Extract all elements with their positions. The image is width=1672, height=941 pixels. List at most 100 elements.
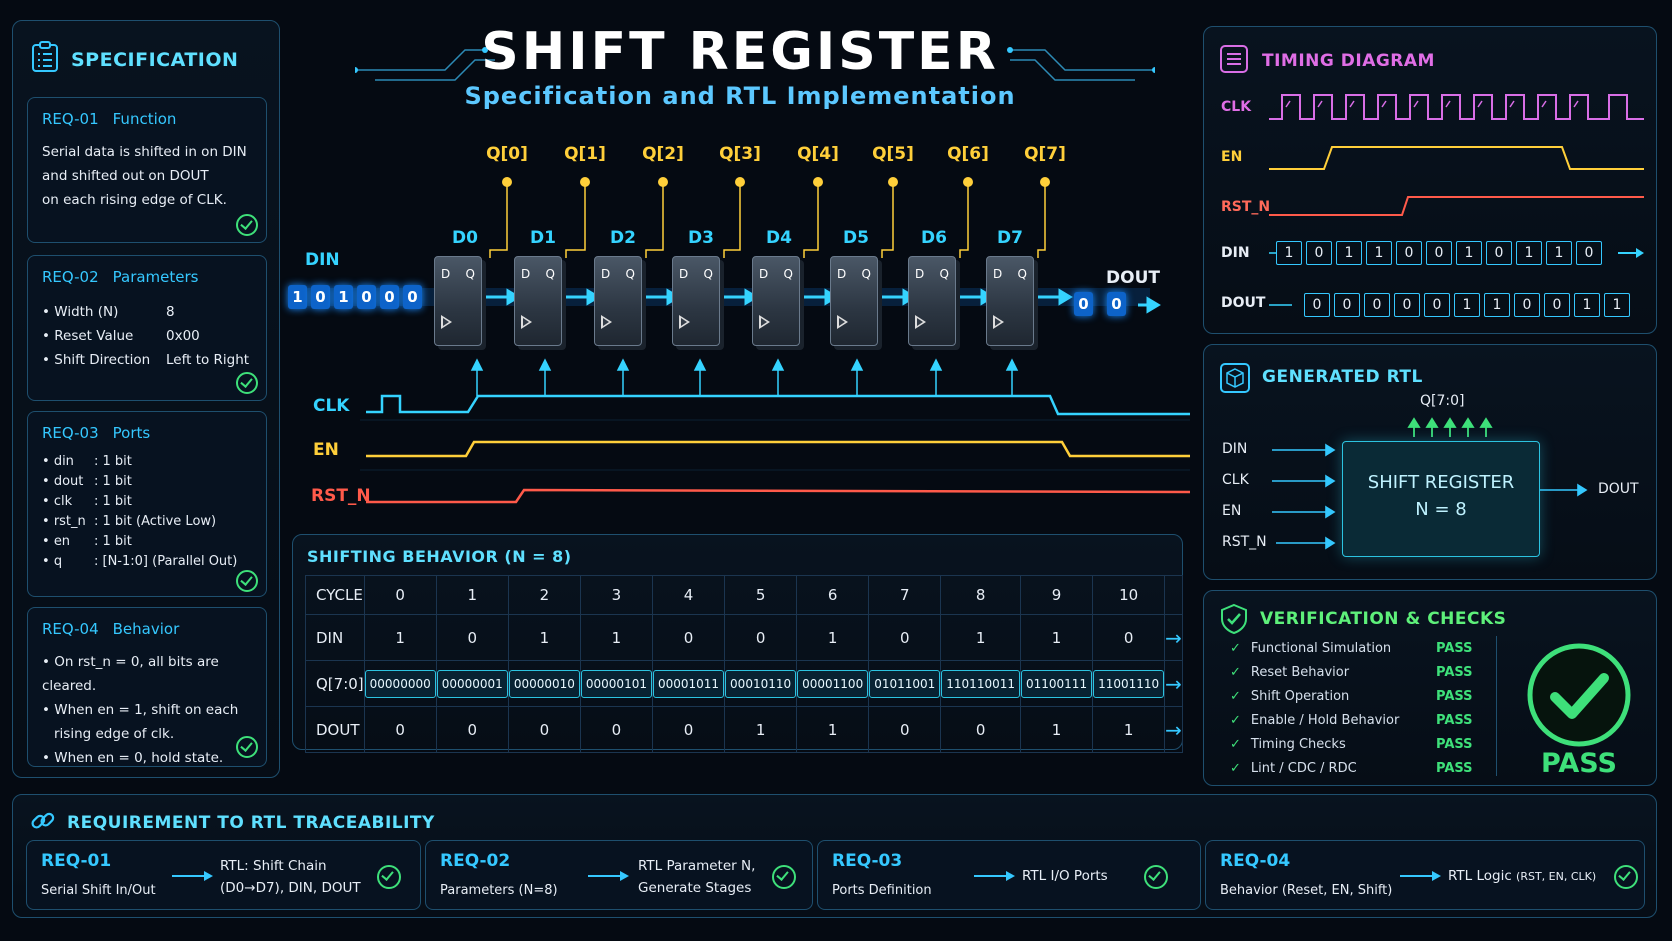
check-status: PASS [1436, 665, 1473, 680]
pass-badge-label: PASS [1541, 748, 1617, 779]
d0-label: D0 [452, 228, 478, 248]
d3-label: D3 [688, 228, 714, 248]
cube-icon [1220, 363, 1250, 393]
trace-item-req-03: REQ-03 Ports Definition RTL I/O Ports [817, 840, 1201, 910]
arrow-right-icon [974, 871, 1015, 881]
d7-label: D7 [997, 228, 1023, 248]
check-icon [236, 214, 258, 236]
din-bit: 0 [403, 285, 422, 309]
q4-label: Q[4] [797, 144, 839, 164]
din-bit: 1 [334, 285, 353, 309]
clk-label: CLK [313, 396, 350, 416]
req-04-name: Behavior [112, 620, 180, 638]
check-icon [772, 865, 796, 889]
clock-triangle-icon [759, 315, 770, 329]
d2-label: D2 [610, 228, 636, 248]
timing-signal-rst-n: RST_N [1221, 199, 1271, 215]
rtl-input-rst-n: RST_N [1222, 534, 1267, 550]
arrow-right-icon: → [1165, 625, 1182, 650]
arrow-right-icon [172, 871, 213, 881]
d6-label: D6 [921, 228, 947, 248]
shifting-behavior-title: SHIFTING BEHAVIOR (N = 8) [307, 547, 572, 566]
title-circuit-decor [355, 47, 1155, 81]
din-bit: 0 [380, 285, 399, 309]
check-icon [1144, 865, 1168, 889]
generated-rtl-title: GENERATED RTL [1262, 367, 1423, 387]
d4-label: D4 [766, 228, 792, 248]
verification-divider [1496, 636, 1497, 776]
req-02-card: REQ-02 Parameters • Width (N) 8 • Reset Va… [27, 255, 267, 401]
req-03-card: REQ-03 Ports • din: 1 bit • dout: 1 bit •… [27, 411, 267, 597]
req-04-card: REQ-04 Behavior • On rst_n = 0, all bits … [27, 607, 267, 767]
check-mark-icon: ✓ [1230, 689, 1241, 704]
timing-signal-en: EN [1221, 149, 1243, 165]
din-bit: 0 [357, 285, 376, 309]
rtl-input-clk: CLK [1222, 472, 1249, 488]
q5-label: Q[5] [872, 144, 914, 164]
check-icon [377, 865, 401, 889]
req-03-body: • din: 1 bit • dout: 1 bit • clk: 1 bit … [42, 454, 238, 569]
specification-title: SPECIFICATION [71, 49, 239, 71]
req-01-card: REQ-01 Function Serial data is shifted in… [27, 97, 267, 243]
check-icon [1614, 865, 1638, 889]
arrow-right-icon [1400, 871, 1441, 881]
rst-n-label: RST_N [311, 486, 371, 506]
rtl-output-dout: DOUT [1598, 481, 1639, 497]
trace-item-req-01: REQ-01 Serial Shift In/Out RTL: Shift Ch… [26, 840, 421, 910]
verification-title: VERIFICATION & CHECKS [1260, 609, 1507, 629]
clock-triangle-icon [441, 315, 452, 329]
rtl-arrows [1272, 417, 1588, 550]
clock-triangle-icon [521, 315, 532, 329]
clock-triangle-icon [679, 315, 690, 329]
req-03-id: REQ-03 [42, 424, 99, 442]
clock-triangle-icon [601, 315, 612, 329]
rtl-block-title: SHIFT REGISTER [1367, 472, 1515, 493]
register-wires [290, 177, 1191, 504]
table-row-q: Q[7:0] 00000000 00000001 00000010 00000101… [305, 660, 1183, 707]
req-04-id: REQ-04 [42, 620, 99, 638]
arrow-right-icon: → [1165, 717, 1182, 742]
clock-triangle-icon [915, 315, 926, 329]
check-item: ✓ Timing Checks [1230, 737, 1346, 752]
din-label: DIN [305, 250, 340, 270]
req-02-name: Parameters [112, 268, 199, 286]
shield-check-icon [1221, 603, 1247, 635]
check-icon [236, 372, 258, 394]
check-status: PASS [1436, 737, 1473, 752]
timing-signal-din: DIN [1221, 245, 1250, 261]
timing-signal-clk: CLK [1221, 99, 1252, 115]
req-02-id: REQ-02 [42, 268, 99, 286]
timing-diagram-title: TIMING DIAGRAM [1262, 51, 1435, 71]
q1-label: Q[1] [564, 144, 606, 164]
page-title: SHIFT REGISTER [481, 22, 999, 82]
din-bit: 1 [288, 285, 307, 309]
timing-diagram-panel: TIMING DIAGRAM CLK EN RST_N DIN DOUT 1 0… [1203, 26, 1657, 334]
rtl-block-param: N = 8 [1415, 499, 1467, 520]
q0-label: Q[0] [486, 144, 528, 164]
rtl-input-din: DIN [1222, 441, 1248, 457]
check-mark-icon: ✓ [1230, 737, 1241, 752]
check-mark-icon: ✓ [1230, 713, 1241, 728]
check-mark-icon: ✓ [1230, 761, 1241, 776]
arrow-right-icon: → [1165, 671, 1182, 696]
dout-label: DOUT [1106, 268, 1160, 288]
check-status: PASS [1436, 641, 1473, 656]
pass-badge-icon [1527, 643, 1631, 747]
arrow-right-icon [588, 871, 629, 881]
q6-label: Q[6] [947, 144, 989, 164]
check-status: PASS [1436, 761, 1473, 776]
check-item: ✓ Functional Simulation [1230, 641, 1392, 656]
check-item: ✓ Lint / CDC / RDC [1230, 761, 1357, 776]
link-icon [31, 812, 55, 829]
trace-item-req-02: REQ-02 Parameters (N=8) RTL Parameter N,… [425, 840, 813, 910]
